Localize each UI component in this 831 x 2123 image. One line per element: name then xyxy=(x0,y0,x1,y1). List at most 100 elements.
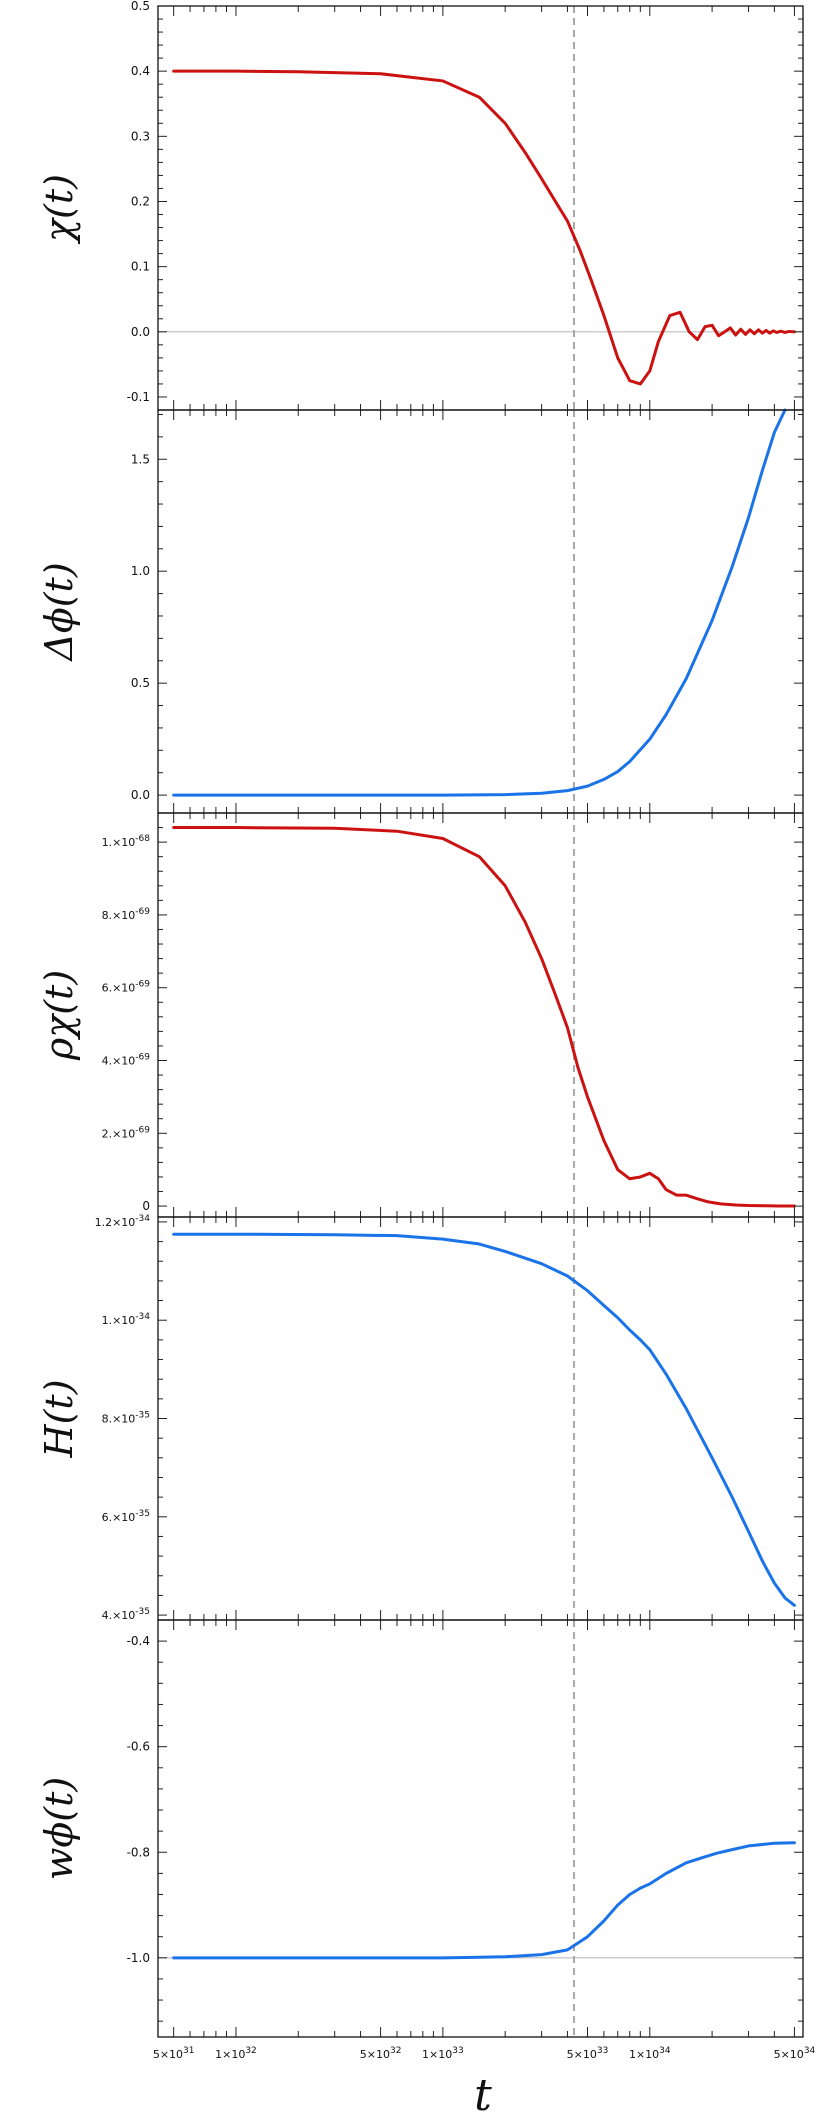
tick-exponent: 34 xyxy=(804,2046,816,2056)
tick-exponent: -34 xyxy=(135,1214,150,1224)
y-tick-label: 0.2 xyxy=(131,194,150,208)
panel-frame xyxy=(157,812,804,1218)
tick-times: ×10 xyxy=(112,836,135,849)
tick-mantissa: 1. xyxy=(102,1314,113,1327)
panel-frame xyxy=(157,5,804,411)
y-tick-label: 1.5 xyxy=(131,452,150,466)
tick-exponent: 34 xyxy=(659,2046,671,2056)
tick-mantissa: 6. xyxy=(102,1511,113,1524)
tick-times: ×10 xyxy=(112,1413,135,1426)
y-tick-label: 8.×10-35 xyxy=(102,1411,150,1426)
y-tick-label: 0 xyxy=(142,1199,150,1213)
tick-mantissa: 4. xyxy=(102,1054,113,1067)
tick-mantissa: 8. xyxy=(102,1413,113,1426)
tick-exponent: -69 xyxy=(135,1125,150,1135)
y-tick-label: -0.6 xyxy=(127,1740,150,1754)
tick-mantissa: 2. xyxy=(102,1127,113,1140)
y-tick-label: 0.0 xyxy=(131,788,150,802)
tick-exponent: 31 xyxy=(183,2046,194,2056)
tick-times: ×10 xyxy=(781,2048,804,2061)
y-tick-label: 1.×10-34 xyxy=(102,1312,151,1327)
tick-times: ×10 xyxy=(112,1314,135,1327)
tick-times: ×10 xyxy=(112,1054,135,1067)
tick-times: ×10 xyxy=(112,909,135,922)
x-tick-label: 5×1034 xyxy=(774,2046,816,2061)
tick-times: ×10 xyxy=(636,2048,659,2061)
x-tick-label: 1×1032 xyxy=(215,2046,257,2061)
y-tick-label: -1.0 xyxy=(127,1951,150,1965)
y-tick-label: 0.1 xyxy=(131,260,150,274)
tick-times: ×10 xyxy=(160,2048,183,2061)
y-tick-label: 0.3 xyxy=(131,129,150,143)
y-tick-label: 6.×10-69 xyxy=(102,980,151,995)
tick-mantissa: 5 xyxy=(774,2048,781,2061)
y-axis-label: ρχ(t) xyxy=(37,970,81,1061)
y-axis-label: H(t) xyxy=(37,1379,81,1458)
tick-times: ×10 xyxy=(222,2048,245,2061)
tick-times: ×10 xyxy=(112,1609,135,1622)
y-tick-label: 0.5 xyxy=(131,0,150,13)
y-tick-label: -0.1 xyxy=(127,390,150,404)
tick-mantissa: 1 xyxy=(215,2048,222,2061)
y-tick-label: 4.×10-69 xyxy=(102,1052,151,1067)
tick-mantissa: 1.2 xyxy=(95,1216,113,1229)
panel-2: 0.0 0.5 1.0 1.5 Δϕ(t) xyxy=(37,408,804,814)
y-tick-label: 6.×10-35 xyxy=(102,1509,150,1524)
series-line xyxy=(172,826,796,1208)
tick-mantissa: 6. xyxy=(102,982,113,995)
x-tick-label: 5×1033 xyxy=(567,2046,609,2061)
x-tick-label: 5×1031 xyxy=(153,2046,195,2061)
panel-frame xyxy=(157,1619,804,2038)
y-tick-label: -0.8 xyxy=(127,1845,150,1859)
tick-exponent: -69 xyxy=(135,1052,150,1062)
panel-3: 02.×10-694.×10-696.×10-698.×10-691.×10-6… xyxy=(37,812,804,1218)
tick-exponent: 33 xyxy=(597,2046,608,2056)
series-line xyxy=(172,69,796,386)
x-axis-label: t xyxy=(474,2070,492,2121)
tick-mantissa: 1 xyxy=(629,2048,636,2061)
y-tick-label: 0.4 xyxy=(131,64,150,78)
y-tick-label: 4.×10-35 xyxy=(102,1607,150,1622)
panel-frame xyxy=(157,409,804,814)
tick-exponent: -35 xyxy=(135,1607,150,1617)
y-axis-label: χ(t) xyxy=(37,174,81,245)
tick-mantissa: 5 xyxy=(567,2048,574,2061)
panel-5: -1.0 -0.8 -0.6 -0.4 wϕ(t) xyxy=(37,1619,804,2038)
y-tick-label: 1.0 xyxy=(131,564,150,578)
tick-times: ×10 xyxy=(429,2048,452,2061)
panel-frame xyxy=(157,1216,804,1621)
tick-exponent: -69 xyxy=(135,980,150,990)
tick-times: ×10 xyxy=(112,982,135,995)
tick-mantissa: 5 xyxy=(153,2048,160,2061)
tick-times: ×10 xyxy=(112,1216,135,1229)
tick-exponent: 33 xyxy=(452,2046,463,2056)
tick-exponent: -68 xyxy=(135,834,150,844)
tick-exponent: -35 xyxy=(135,1411,150,1421)
series-line xyxy=(172,1232,796,1607)
y-tick-label: 8.×10-69 xyxy=(102,907,151,922)
y-tick-label: -0.4 xyxy=(127,1634,150,1648)
tick-mantissa: 5 xyxy=(360,2048,367,2061)
y-tick-label: 0.5 xyxy=(131,676,150,690)
y-axis-label: Δϕ(t) xyxy=(37,562,81,662)
series-line xyxy=(172,408,787,797)
tick-times: ×10 xyxy=(112,1511,135,1524)
x-axis: 5×1031 1×1032 5×1032 1×1033 5×1033 1×1034 5×10… xyxy=(153,2046,816,2121)
x-tick-label: 1×1034 xyxy=(629,2046,671,2061)
y-tick-label: 0.0 xyxy=(131,325,150,339)
y-tick-label: 1.2×10-34 xyxy=(95,1214,151,1229)
tick-exponent: 32 xyxy=(245,2046,256,2056)
series-line xyxy=(172,1841,796,1960)
y-tick-label: 1.×10-68 xyxy=(102,834,151,849)
tick-times: ×10 xyxy=(574,2048,597,2061)
panel-4: 4.×10-356.×10-358.×10-351.×10-341.2×10-3… xyxy=(37,1214,804,1622)
tick-exponent: -35 xyxy=(135,1509,150,1519)
tick-mantissa: 1 xyxy=(422,2048,429,2061)
panel-1: -0.1 0.0 0.1 0.2 0.3 0.4 0.5 χ(t) xyxy=(37,0,804,411)
tick-times: ×10 xyxy=(112,1127,135,1140)
tick-exponent: 32 xyxy=(390,2046,401,2056)
tick-mantissa: 4. xyxy=(102,1609,113,1622)
y-tick-label: 2.×10-69 xyxy=(102,1125,151,1140)
tick-times: ×10 xyxy=(367,2048,390,2061)
